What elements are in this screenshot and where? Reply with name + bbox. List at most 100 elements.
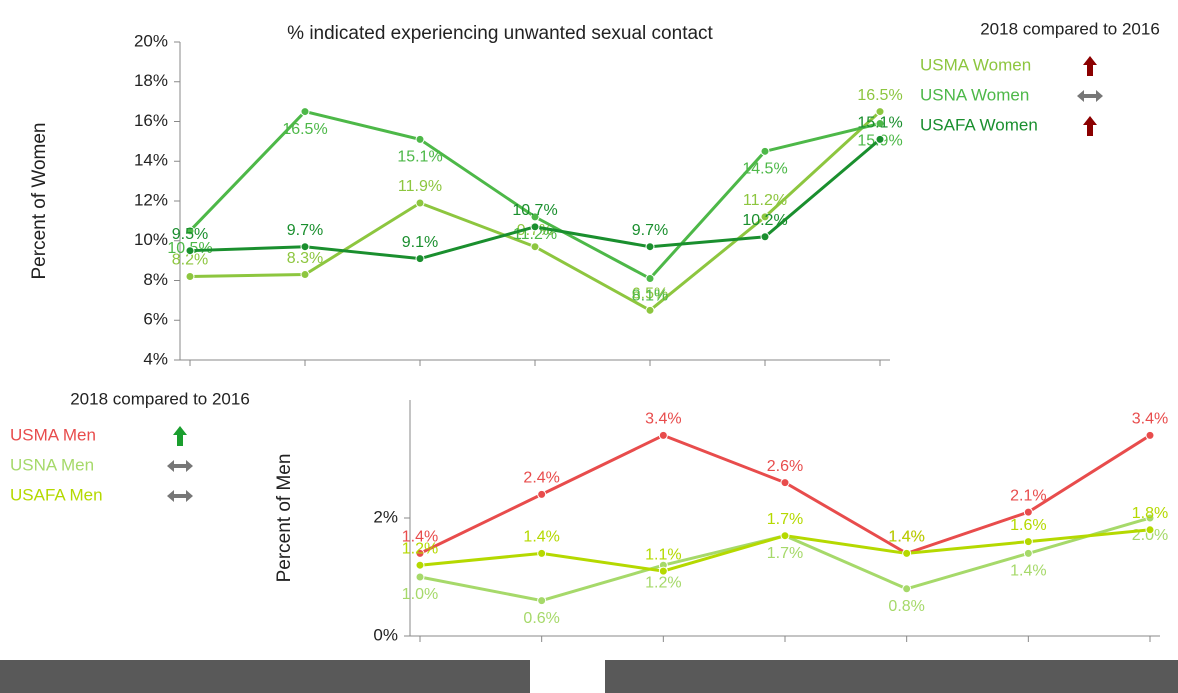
data-point — [658, 566, 668, 576]
trend-arrow-up — [1083, 116, 1097, 136]
data-point — [1145, 525, 1155, 535]
chart-title: % indicated experiencing unwanted sexual… — [287, 23, 713, 44]
data-point — [300, 242, 310, 252]
data-label: 0.6% — [523, 610, 559, 627]
data-label: 3.4% — [645, 411, 681, 428]
data-point — [780, 531, 790, 541]
y-tick-label: 12% — [134, 190, 168, 209]
data-point — [1023, 537, 1033, 547]
data-point — [645, 242, 655, 252]
data-point — [658, 430, 668, 440]
data-label: 1.2% — [402, 540, 438, 557]
data-label: 9.7% — [632, 222, 668, 239]
data-point — [415, 134, 425, 144]
data-point — [1023, 507, 1033, 517]
data-label: 1.4% — [888, 529, 924, 546]
y-tick-label: 20% — [134, 31, 168, 50]
data-label: 10.7% — [512, 202, 557, 219]
data-point — [760, 212, 770, 222]
trend-arrow-up — [173, 426, 187, 446]
data-point — [530, 212, 540, 222]
data-point — [875, 134, 885, 144]
data-point — [645, 274, 655, 284]
data-label: 1.4% — [888, 529, 924, 546]
y-axis-label: Percent of Men — [274, 454, 295, 583]
legend-label: USAFA Women — [920, 115, 1038, 134]
legend-label: USAFA Men — [10, 485, 103, 504]
data-label: 1.8% — [1132, 505, 1168, 522]
data-label: 2.4% — [523, 470, 559, 487]
y-tick-label: 2% — [373, 507, 398, 526]
data-point — [902, 548, 912, 558]
data-point — [415, 548, 425, 558]
data-label: 8.2% — [172, 252, 208, 269]
legend-label: USMA Women — [920, 55, 1031, 74]
data-label: 9.5% — [172, 226, 208, 243]
data-label: 1.4% — [523, 529, 559, 546]
y-tick-label: 14% — [134, 151, 168, 170]
data-point — [537, 548, 547, 558]
data-point — [1145, 513, 1155, 523]
data-point — [415, 572, 425, 582]
y-tick-label: 8% — [143, 270, 168, 289]
data-label: 16.5% — [282, 121, 327, 138]
footer-bar — [605, 660, 1178, 693]
data-label: 8.3% — [287, 250, 323, 267]
data-label: 9.1% — [402, 234, 438, 251]
trend-arrow-same — [167, 460, 193, 472]
data-label: 1.4% — [402, 529, 438, 546]
data-point — [537, 596, 547, 606]
y-tick-label: 6% — [143, 310, 168, 329]
data-label: 14.5% — [742, 161, 787, 178]
trend-arrow-same — [1077, 90, 1103, 102]
data-point — [530, 242, 540, 252]
trend-arrow-up — [1083, 56, 1097, 76]
data-label: 1.0% — [402, 586, 438, 603]
data-label: 15.1% — [397, 149, 442, 166]
data-point — [415, 254, 425, 264]
data-point — [185, 226, 195, 236]
data-point — [1023, 548, 1033, 558]
data-label: 3.4% — [1132, 411, 1168, 428]
data-label: 16.5% — [857, 87, 902, 104]
data-label: 2.6% — [767, 458, 803, 475]
data-point — [760, 232, 770, 242]
data-point — [185, 272, 195, 282]
data-point — [300, 107, 310, 117]
data-label: 1.1% — [645, 546, 681, 563]
legend-label: USNA Women — [920, 85, 1029, 104]
data-point — [875, 107, 885, 117]
data-point — [875, 118, 885, 128]
data-point — [1145, 430, 1155, 440]
legend-title: 2018 compared to 2016 — [980, 19, 1160, 38]
data-point — [185, 246, 195, 256]
data-label: 1.6% — [1010, 517, 1046, 534]
y-axis-label: Percent of Women — [29, 122, 50, 279]
data-point — [300, 270, 310, 280]
data-label: 2.1% — [1010, 487, 1046, 504]
data-point — [415, 560, 425, 570]
y-tick-label: 4% — [143, 349, 168, 368]
legend-label: USMA Men — [10, 425, 96, 444]
data-label: 1.7% — [767, 545, 803, 562]
data-label: 11.9% — [398, 178, 442, 195]
data-point — [760, 146, 770, 156]
legend-title: 2018 compared to 2016 — [70, 389, 250, 408]
y-tick-label: 0% — [373, 625, 398, 644]
data-point — [645, 305, 655, 315]
data-label: 1.7% — [767, 511, 803, 528]
data-label: 1.4% — [1010, 563, 1046, 580]
data-point — [780, 478, 790, 488]
data-label: 15.1% — [857, 115, 902, 132]
y-tick-label: 16% — [134, 111, 168, 130]
legend-label: USNA Men — [10, 455, 94, 474]
data-label: 6.5% — [632, 286, 668, 303]
data-label: 8.1% — [632, 288, 668, 305]
footer-bar — [0, 660, 530, 693]
trend-arrow-same — [167, 490, 193, 502]
data-label: 1.2% — [645, 574, 681, 591]
y-tick-label: 10% — [134, 230, 168, 249]
